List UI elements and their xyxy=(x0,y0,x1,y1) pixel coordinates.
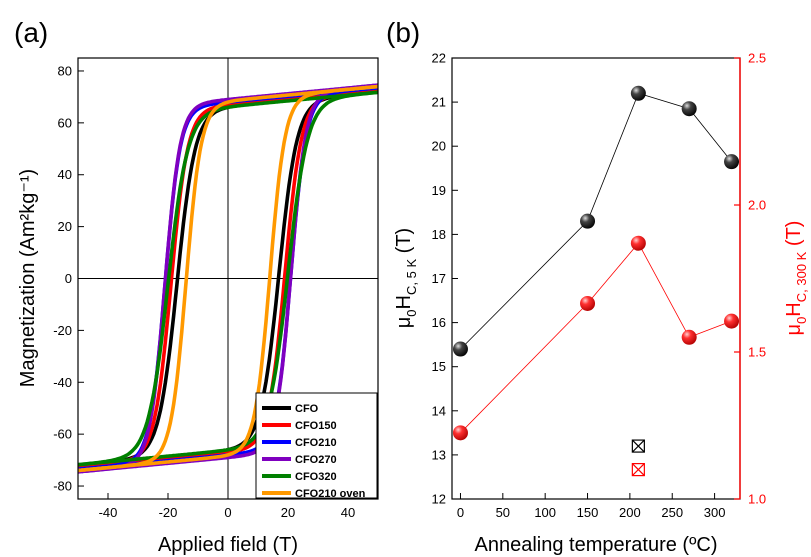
hysteresis-cfo320-descending xyxy=(78,90,378,467)
x-tick-label: 150 xyxy=(577,505,599,520)
panel-a-x-axis-label: Applied field (T) xyxy=(158,534,298,556)
y-tick-label: -20 xyxy=(53,323,72,338)
series-line-left xyxy=(460,92,732,350)
data-point-right xyxy=(452,425,468,441)
left-tick-label: 18 xyxy=(432,227,446,242)
y-tick-label: -60 xyxy=(53,427,72,442)
panel-b-open-markers xyxy=(631,439,645,477)
x-tick-label: 200 xyxy=(619,505,641,520)
data-point-right xyxy=(580,295,596,311)
legend-label: CFO210 oven xyxy=(295,488,366,500)
right-tick-label: 2.0 xyxy=(748,198,766,213)
y-tick-label: 60 xyxy=(58,115,72,130)
panel-a: -40 -20 0 20 40 -80 -60 -40 -20 0 20 40 60 80 Applie… xyxy=(17,57,379,556)
y-tick-label: 80 xyxy=(58,63,72,78)
panel-b-frame xyxy=(451,57,741,500)
svg-text:μ0HC, 300 K (T): μ0HC, 300 K (T) xyxy=(783,221,809,336)
data-point-left xyxy=(681,101,697,117)
x-tick-label: 40 xyxy=(341,505,355,520)
panel-b-series xyxy=(452,85,740,441)
data-point-right xyxy=(630,235,646,251)
legend-label: CFO270 xyxy=(295,454,337,466)
left-tick-label: 20 xyxy=(432,139,446,154)
x-tick-label: 20 xyxy=(281,505,295,520)
legend-entries: CFO CFO150 CFO210 CFO270 CFO320 CFO210 oven xyxy=(262,403,366,500)
x-tick-label: 250 xyxy=(661,505,683,520)
data-point-left xyxy=(724,154,740,170)
panel-b-label: (b) xyxy=(386,17,420,48)
left-tick-label: 13 xyxy=(432,447,446,462)
right-tick-label: 1.5 xyxy=(748,345,766,360)
x-tick-label: 0 xyxy=(457,505,464,520)
left-tick-label: 14 xyxy=(432,403,446,418)
panel-b-right-ticks: 1.0 1.5 2.0 2.5 xyxy=(734,51,766,507)
y-tick-label: 40 xyxy=(58,167,72,182)
panel-b-left-ticks: 12 13 14 15 16 17 18 19 20 21 22 xyxy=(432,51,458,507)
left-tick-label: 19 xyxy=(432,183,446,198)
x-tick-label: 100 xyxy=(534,505,556,520)
left-tick-label: 16 xyxy=(432,315,446,330)
hysteresis-cfo320-ascending xyxy=(78,90,378,467)
x-tick-label: 0 xyxy=(224,505,231,520)
panel-a-legend: CFO CFO150 CFO210 CFO270 CFO320 CFO210 oven xyxy=(255,392,378,500)
panel-b-x-ticks: 0 50 100 150 200 250 300 xyxy=(457,493,726,520)
x-tick-label: 50 xyxy=(496,505,510,520)
data-point-right xyxy=(724,313,740,329)
legend-label: CFO150 xyxy=(295,420,337,432)
panel-b-x-axis-label: Annealing temperature (ºC) xyxy=(475,534,718,556)
legend-label: CFO320 xyxy=(295,471,337,483)
panel-a-label: (a) xyxy=(14,17,48,48)
legend-box xyxy=(255,392,378,499)
left-tick-label: 12 xyxy=(432,492,446,507)
data-point-left xyxy=(630,85,646,101)
left-tick-label: 15 xyxy=(432,359,446,374)
panel-a-y-axis-label: Magnetization (Am²kg⁻¹) xyxy=(17,169,39,387)
marker-cross-line xyxy=(631,463,645,477)
legend-label: CFO xyxy=(295,403,319,415)
open-square-marker xyxy=(631,439,645,453)
panel-a-y-ticks: -80 -60 -40 -20 0 20 40 60 80 xyxy=(53,63,84,494)
panel-a-zero-lines xyxy=(78,58,378,499)
y-tick-label: -80 xyxy=(53,479,72,494)
hysteresis-cfo210-oven-descending xyxy=(78,84,378,473)
y-tick-label: -40 xyxy=(53,375,72,390)
panel-a-curves xyxy=(78,83,378,474)
left-tick-label: 17 xyxy=(432,271,446,286)
panel-b-left-axis-label: μ0HC, 5 K (T) xyxy=(393,228,419,328)
panel-b-right-axis-label: μ0HC, 300 K (T) xyxy=(783,221,809,336)
panel-b: 0 50 100 150 200 250 300 12 13 14 15 16 17 18 19 20 21 2… xyxy=(393,51,809,557)
y-tick-label: 20 xyxy=(58,219,72,234)
right-tick-label: 1.0 xyxy=(748,492,766,507)
x-tick-label: -40 xyxy=(99,505,118,520)
y-tick-label: 0 xyxy=(65,271,72,286)
x-tick-label: 300 xyxy=(704,505,726,520)
left-tick-label: 21 xyxy=(432,95,446,110)
data-point-right xyxy=(681,329,697,345)
data-point-left xyxy=(580,213,596,229)
data-point-left xyxy=(452,341,468,357)
legend-label: CFO210 xyxy=(295,437,337,449)
left-tick-label: 22 xyxy=(432,51,446,66)
svg-text:μ0HC, 5 K (T): μ0HC, 5 K (T) xyxy=(393,228,419,328)
marker-cross-line xyxy=(631,439,645,453)
right-tick-label: 2.5 xyxy=(748,51,766,66)
x-tick-label: -20 xyxy=(159,505,178,520)
open-square-marker xyxy=(631,463,645,477)
